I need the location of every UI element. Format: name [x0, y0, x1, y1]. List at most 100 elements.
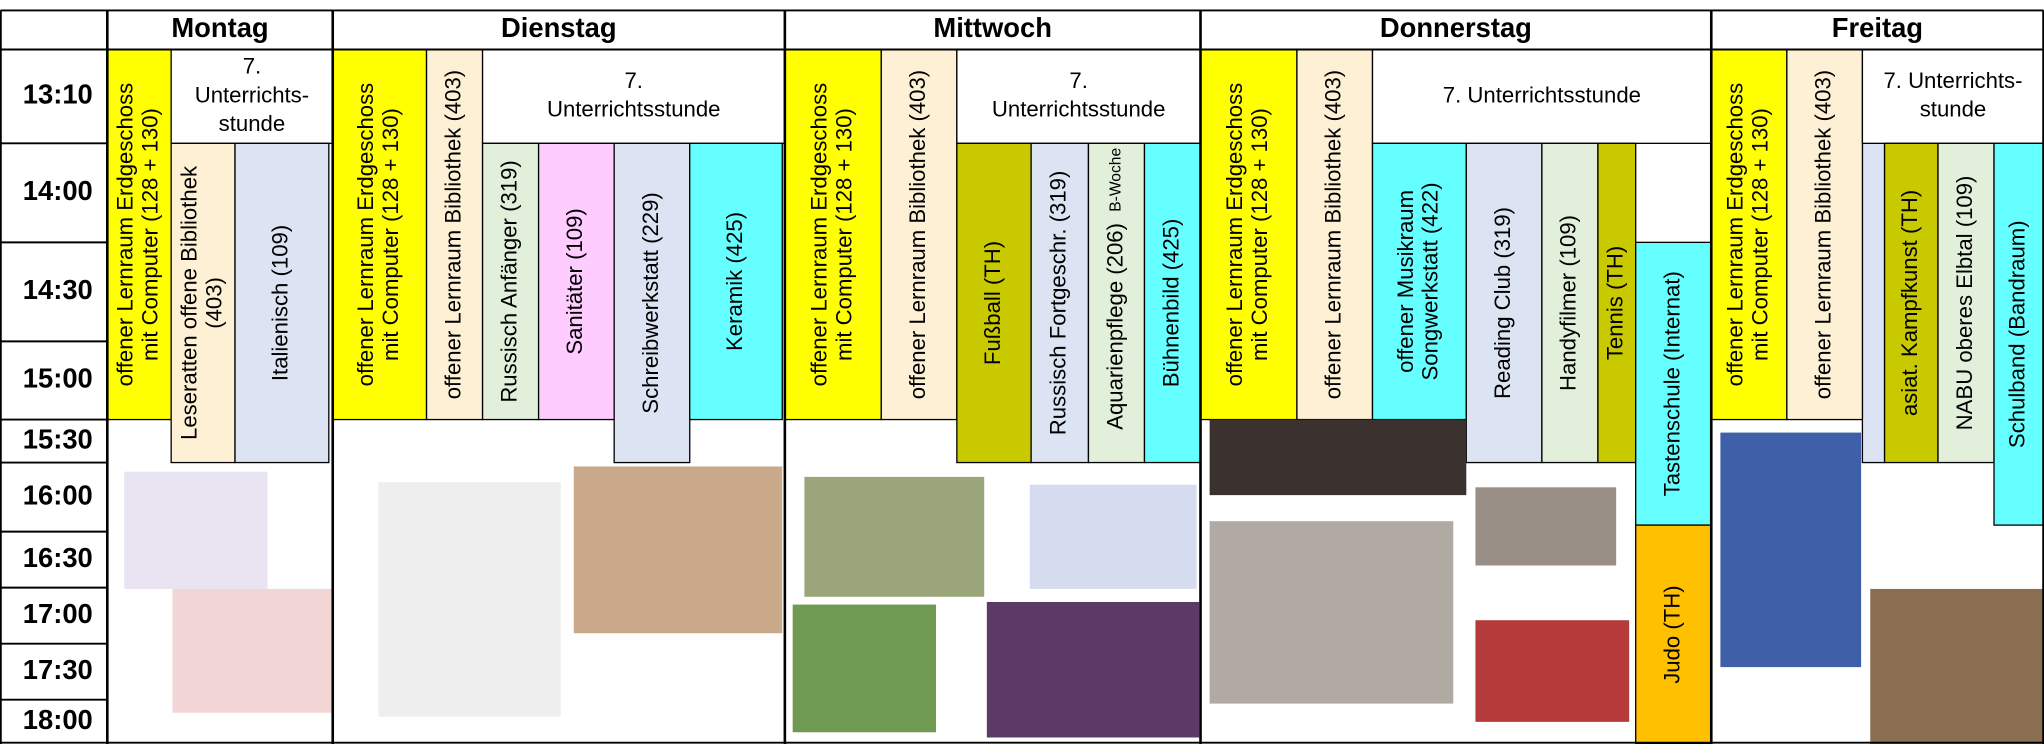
day-header: Montag — [171, 12, 268, 43]
event-label: stunde — [219, 111, 285, 136]
event-label: Keramik (425) — [722, 212, 747, 351]
event-cell — [481, 142, 540, 421]
event-cell — [1541, 142, 1599, 464]
photos — [124, 419, 2044, 744]
event-cell — [234, 142, 330, 464]
event-label: Unterrichtsstunde — [547, 97, 721, 122]
event-label: offener Lernraum Bibliothek (403) — [1810, 70, 1835, 399]
time-label: 14:00 — [23, 175, 93, 206]
time-label: 16:30 — [23, 542, 93, 573]
photo — [172, 588, 332, 713]
event-label: asiat. Kampfkunst (TH) — [1897, 190, 1922, 416]
event-label: Russisch Anfänger (319) — [496, 160, 521, 402]
event-cell — [1465, 142, 1543, 464]
event-cell — [1296, 48, 1374, 421]
event-label: Leseratten offene Bibliothek — [177, 165, 202, 440]
event-label: 7. — [243, 54, 261, 79]
event-cell — [1883, 142, 1939, 464]
event-label: Unterrichts- — [195, 82, 309, 107]
event-label: 7. — [1069, 68, 1087, 93]
event-label: Schreibwerkstatt (229) — [638, 192, 663, 414]
blank-bar — [1861, 142, 1886, 464]
day-header: Dienstag — [501, 12, 617, 43]
event-label: Tastenschule (Internat) — [1659, 271, 1684, 496]
time-label: 17:00 — [23, 598, 93, 629]
event-label: Judo (TH) — [1659, 585, 1684, 683]
event-label: Sanitäter (109) — [562, 208, 587, 354]
photo — [1870, 588, 2044, 744]
event-label: mit Computer (128 + 130) — [378, 108, 403, 361]
event-cell — [170, 142, 236, 464]
time-label: 13:10 — [23, 79, 93, 110]
event-label: offener Lernraum Erdgeschoss — [113, 83, 138, 387]
event-label: offener Lernraum Erdgeschoss — [1723, 83, 1748, 387]
event-label: 7. — [624, 68, 642, 93]
event-cell — [1635, 241, 1712, 526]
event-label: offener Lernraum Bibliothek (403) — [905, 70, 930, 399]
event-label: Bühnenbild (425) — [1158, 219, 1183, 388]
event-cell — [425, 48, 484, 421]
event-label: offener Musikraum — [1393, 190, 1418, 373]
time-label: 15:00 — [23, 363, 93, 394]
day-header: Mittwoch — [933, 12, 1052, 43]
event-cell — [880, 48, 958, 421]
event-cell — [956, 142, 1032, 464]
day-header: Donnerstag — [1380, 12, 1532, 43]
event-label: mit Computer (128 + 130) — [137, 108, 162, 361]
event-label: 7. Unterrichts- — [1883, 68, 2022, 93]
event-label: Reading Club (319) — [1490, 207, 1515, 399]
day-header: Freitag — [1832, 12, 1923, 43]
event-cell — [1786, 48, 1864, 421]
event-cell — [332, 48, 428, 421]
event-cell — [956, 48, 1202, 144]
event-cell — [1143, 142, 1202, 464]
event-cell — [1597, 142, 1637, 464]
event-label: mit Computer (128 + 130) — [831, 108, 856, 361]
event-cell — [537, 142, 615, 421]
event-label: mit Computer (128 + 130) — [1247, 108, 1272, 361]
time-label: 15:30 — [23, 423, 93, 454]
event-label: Songwerkstatt (422) — [1418, 182, 1443, 380]
event-note: B-Woche — [1108, 148, 1125, 212]
photo — [1720, 432, 1862, 668]
event-label: mit Computer (128 + 130) — [1747, 108, 1772, 361]
photo — [1475, 620, 1630, 722]
event-label: NABU oberes Elbtal (109) — [1952, 176, 1977, 431]
cells — [106, 48, 2044, 744]
event-cell — [784, 48, 882, 421]
event-label: Fußball (TH) — [980, 241, 1005, 365]
event-label: 7. Unterrichtsstunde — [1443, 82, 1641, 107]
event-label: (403) — [201, 277, 226, 329]
photo — [1209, 419, 1467, 496]
event-cell — [1087, 142, 1146, 464]
photo — [1029, 484, 1197, 589]
event-cell — [1993, 142, 2044, 526]
event-cell — [1937, 142, 1995, 464]
event-label: offener Lernraum Erdgeschoss — [1222, 83, 1247, 387]
event-label: stunde — [1920, 97, 1986, 122]
event-cell — [613, 142, 691, 464]
event-label: offener Lernraum Bibliothek (403) — [1321, 70, 1346, 399]
photo — [378, 482, 561, 717]
event-label: offener Lernraum Erdgeschoss — [807, 83, 832, 387]
photo — [1475, 487, 1617, 566]
time-label: 18:00 — [23, 704, 93, 735]
event-label: Russisch Fortgeschr. (319) — [1046, 171, 1071, 436]
photo — [792, 604, 937, 733]
photo — [986, 601, 1200, 738]
photo — [124, 471, 268, 589]
time-label: 17:30 — [23, 654, 93, 685]
event-cell — [1371, 48, 1712, 144]
event-label: Unterrichtsstunde — [992, 97, 1166, 122]
event-cell — [689, 142, 783, 421]
event-cell — [1371, 142, 1467, 421]
event-cell — [106, 48, 172, 421]
event-label: Schulband (Bandraum) — [2005, 220, 2030, 448]
photo — [573, 466, 783, 634]
photo — [1209, 521, 1454, 704]
event-cell — [1030, 142, 1090, 464]
event-cell — [1199, 48, 1298, 421]
event-label: Italienisch (109) — [268, 225, 293, 381]
event-label: Aquarienpflege (206) — [1102, 223, 1127, 430]
